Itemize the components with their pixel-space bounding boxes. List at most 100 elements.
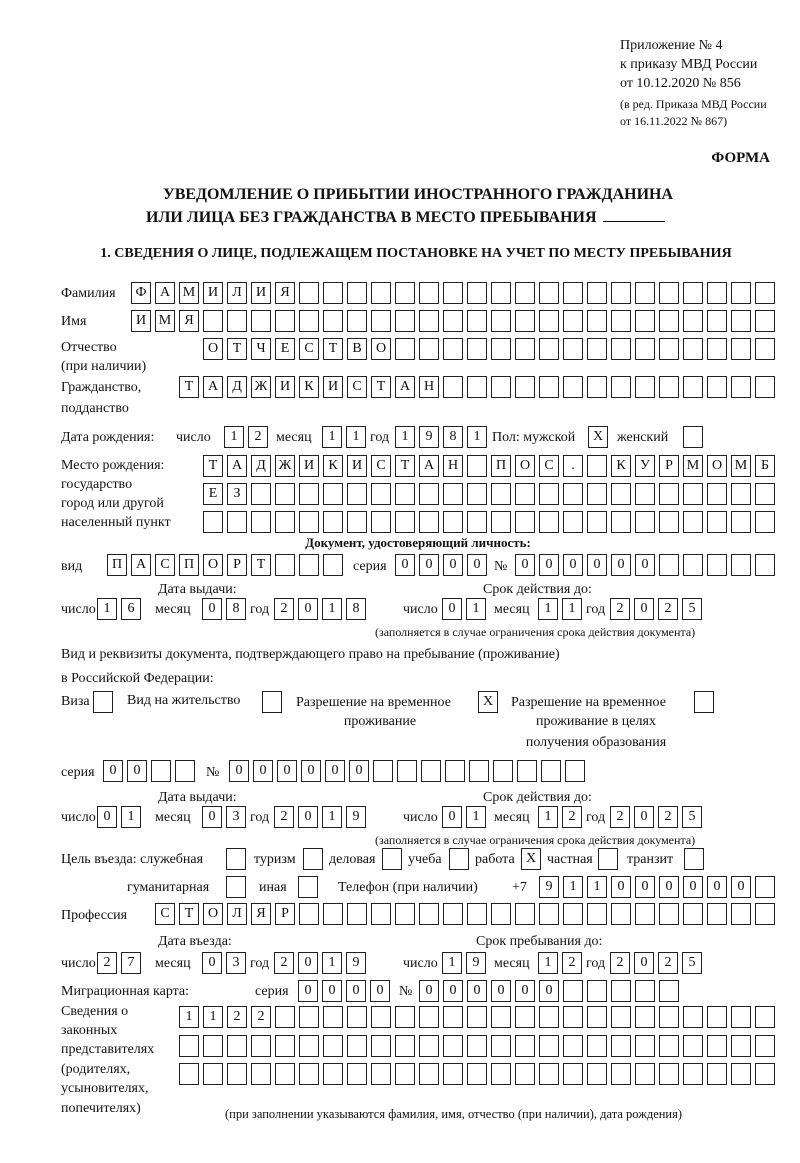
char-cell[interactable] <box>683 1035 703 1057</box>
char-cell[interactable]: С <box>371 455 391 477</box>
char-cell[interactable]: 0 <box>202 952 222 974</box>
char-cell[interactable]: 0 <box>419 554 439 576</box>
char-cell[interactable]: Е <box>203 483 223 505</box>
char-cell[interactable] <box>443 1006 463 1028</box>
char-cell[interactable]: К <box>299 376 319 398</box>
char-cell[interactable] <box>635 483 655 505</box>
char-cell[interactable] <box>587 1006 607 1028</box>
char-cell[interactable] <box>175 760 195 782</box>
char-cell[interactable]: У <box>635 455 655 477</box>
char-cell[interactable]: О <box>707 455 727 477</box>
char-cell[interactable] <box>371 1035 391 1057</box>
char-cell[interactable] <box>755 310 775 332</box>
char-cell[interactable]: Т <box>179 903 199 925</box>
char-cell[interactable] <box>395 1006 415 1028</box>
char-cell[interactable] <box>659 1063 679 1085</box>
char-cell[interactable] <box>659 903 679 925</box>
char-cell[interactable] <box>347 310 367 332</box>
char-cell[interactable] <box>347 511 367 533</box>
char-cell[interactable]: 9 <box>346 806 366 828</box>
char-cell[interactable] <box>539 310 559 332</box>
char-cell[interactable]: 1 <box>322 952 342 974</box>
char-cell[interactable]: 0 <box>442 598 462 620</box>
char-cell[interactable]: 0 <box>229 760 249 782</box>
char-cell[interactable] <box>323 903 343 925</box>
char-cell[interactable]: М <box>155 310 175 332</box>
char-cell[interactable] <box>731 1063 751 1085</box>
char-cell[interactable] <box>707 338 727 360</box>
char-cell[interactable] <box>299 554 319 576</box>
char-cell[interactable]: 2 <box>610 806 630 828</box>
char-cell[interactable]: Ч <box>251 338 271 360</box>
char-cell[interactable]: 1 <box>179 1006 199 1028</box>
char-cell[interactable]: И <box>251 282 271 304</box>
char-cell[interactable]: 2 <box>610 598 630 620</box>
char-cell[interactable]: 2 <box>97 952 117 974</box>
char-cell[interactable]: 1 <box>466 806 486 828</box>
checkbox-cell[interactable]: X <box>521 848 541 870</box>
char-cell[interactable] <box>635 903 655 925</box>
char-cell[interactable]: 0 <box>634 598 654 620</box>
char-cell[interactable]: 0 <box>515 980 535 1002</box>
char-cell[interactable] <box>731 483 751 505</box>
char-cell[interactable]: 0 <box>587 554 607 576</box>
char-cell[interactable]: 0 <box>103 760 123 782</box>
char-cell[interactable] <box>611 980 631 1002</box>
char-cell[interactable]: 0 <box>467 554 487 576</box>
char-cell[interactable] <box>203 1063 223 1085</box>
char-cell[interactable]: М <box>683 455 703 477</box>
char-cell[interactable] <box>491 511 511 533</box>
char-cell[interactable] <box>443 1035 463 1057</box>
char-cell[interactable] <box>419 483 439 505</box>
char-cell[interactable] <box>611 483 631 505</box>
char-cell[interactable] <box>587 310 607 332</box>
char-cell[interactable]: 1 <box>97 598 117 620</box>
char-cell[interactable]: С <box>155 554 175 576</box>
char-cell[interactable] <box>397 760 417 782</box>
char-cell[interactable]: Я <box>251 903 271 925</box>
char-cell[interactable]: О <box>203 554 223 576</box>
char-cell[interactable]: Т <box>203 455 223 477</box>
char-cell[interactable]: 0 <box>419 980 439 1002</box>
char-cell[interactable] <box>563 1035 583 1057</box>
char-cell[interactable] <box>419 1006 439 1028</box>
char-cell[interactable] <box>467 1006 487 1028</box>
char-cell[interactable] <box>227 1035 247 1057</box>
char-cell[interactable] <box>179 1063 199 1085</box>
char-cell[interactable]: Л <box>227 282 247 304</box>
char-cell[interactable] <box>683 338 703 360</box>
char-cell[interactable]: И <box>275 376 295 398</box>
char-cell[interactable] <box>443 511 463 533</box>
char-cell[interactable]: 0 <box>539 980 559 1002</box>
char-cell[interactable] <box>515 483 535 505</box>
char-cell[interactable] <box>299 903 319 925</box>
char-cell[interactable]: Я <box>179 310 199 332</box>
char-cell[interactable]: 0 <box>97 806 117 828</box>
char-cell[interactable]: 0 <box>202 598 222 620</box>
char-cell[interactable]: О <box>203 338 223 360</box>
char-cell[interactable]: 2 <box>274 806 294 828</box>
char-cell[interactable] <box>731 282 751 304</box>
char-cell[interactable]: А <box>203 376 223 398</box>
char-cell[interactable]: С <box>347 376 367 398</box>
char-cell[interactable] <box>659 282 679 304</box>
char-cell[interactable] <box>347 903 367 925</box>
char-cell[interactable] <box>323 1035 343 1057</box>
char-cell[interactable] <box>563 310 583 332</box>
char-cell[interactable] <box>251 310 271 332</box>
char-cell[interactable] <box>491 1063 511 1085</box>
char-cell[interactable] <box>563 376 583 398</box>
char-cell[interactable] <box>563 338 583 360</box>
char-cell[interactable] <box>659 1035 679 1057</box>
char-cell[interactable]: 1 <box>442 952 462 974</box>
char-cell[interactable] <box>445 760 465 782</box>
char-cell[interactable] <box>707 1063 727 1085</box>
char-cell[interactable]: 2 <box>227 1006 247 1028</box>
char-cell[interactable] <box>491 282 511 304</box>
char-cell[interactable] <box>587 338 607 360</box>
char-cell[interactable] <box>227 1063 247 1085</box>
char-cell[interactable] <box>731 1006 751 1028</box>
char-cell[interactable]: А <box>155 282 175 304</box>
char-cell[interactable] <box>707 903 727 925</box>
char-cell[interactable]: 1 <box>346 426 366 448</box>
